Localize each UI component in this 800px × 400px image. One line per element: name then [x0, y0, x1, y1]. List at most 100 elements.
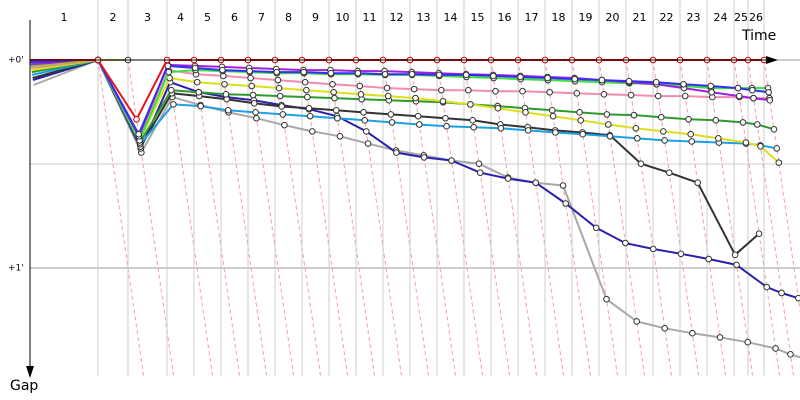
lap-point [504, 175, 512, 182]
lap-label: 7 [258, 11, 265, 24]
lap-point [603, 111, 611, 118]
lap-label: 6 [231, 11, 238, 24]
lap-point [381, 70, 389, 78]
lap-point [275, 84, 283, 92]
lap-point [775, 159, 783, 166]
lap-point [552, 129, 559, 136]
lap-label: 20 [606, 11, 620, 24]
lap-gap-line [706, 59, 753, 376]
lap-point [681, 92, 689, 100]
lap-point [733, 261, 740, 269]
lap-point [357, 91, 365, 98]
lap-point [661, 137, 668, 144]
lap-point [334, 114, 341, 122]
lap-point [494, 104, 502, 112]
lap-lines [97, 0, 800, 376]
lap-point [579, 130, 587, 138]
lap-point [465, 86, 472, 94]
lap-gap-line [733, 59, 780, 376]
lap-label: 11 [363, 11, 377, 24]
lap-point [249, 91, 257, 99]
lap-point [573, 89, 581, 97]
lap-point [408, 70, 416, 78]
lap-point [694, 179, 702, 187]
lap-point [634, 135, 641, 142]
lap-point [763, 283, 771, 291]
lap-point [384, 92, 392, 100]
lap-point [772, 345, 779, 352]
lap-point [652, 78, 660, 86]
lap-point [420, 154, 428, 161]
lap-point [250, 100, 258, 107]
lap-point [354, 69, 362, 77]
lap-point [219, 66, 226, 74]
lap-point [303, 86, 310, 94]
lap-point [191, 64, 199, 72]
lap-point [734, 84, 742, 92]
x-axis-label: Time [741, 28, 776, 44]
lap-point [548, 106, 556, 114]
lap-point [497, 125, 505, 132]
lap-point [795, 294, 800, 302]
lap-point [549, 112, 557, 120]
lap-point [632, 125, 640, 132]
lap-point [331, 94, 338, 102]
lap-point [360, 109, 367, 116]
lap-point [707, 82, 715, 90]
lap-point [603, 295, 610, 303]
lap-point [625, 77, 633, 85]
lap-point [276, 92, 284, 100]
lap-point [305, 104, 313, 112]
lap-point [680, 80, 687, 88]
lap-point [416, 121, 423, 128]
lap-point [279, 111, 287, 118]
lap-point [517, 73, 524, 81]
lap-point [273, 68, 281, 76]
lap-label: 22 [660, 11, 674, 24]
lap-gap-line [747, 59, 794, 376]
lap-point [770, 126, 778, 133]
lap-point [735, 92, 743, 100]
lap-point [749, 86, 756, 94]
lap-point [274, 76, 282, 84]
lap-point [467, 101, 474, 108]
lap-label: 1 [61, 11, 68, 24]
lap-label: 17 [525, 11, 539, 24]
lap-label: 14 [444, 11, 458, 24]
lap-point [253, 114, 260, 122]
lap-point [633, 318, 641, 325]
lap-point [715, 135, 722, 142]
lap-point [388, 119, 396, 126]
lap-point [412, 94, 419, 102]
lap-point [364, 140, 372, 147]
lap-point [492, 87, 499, 95]
lap-point [246, 67, 253, 75]
lap-point [522, 109, 529, 116]
lap-label: 23 [687, 11, 701, 24]
lap-point [224, 106, 232, 114]
lap-point [716, 334, 724, 341]
lap-point [476, 169, 484, 176]
lap-point [739, 119, 747, 126]
lap-point [301, 78, 309, 86]
lap-point [439, 97, 447, 105]
lap-point [576, 109, 583, 116]
lap-point [712, 117, 720, 124]
plot-area [30, 56, 800, 359]
lap-point [248, 82, 256, 90]
lap-point [193, 78, 201, 86]
lap-gap-line [382, 59, 429, 376]
lap-label: 26 [749, 11, 763, 24]
lap-point [778, 289, 785, 297]
lap-point [773, 145, 781, 152]
lap-point [133, 115, 140, 123]
lap-point [470, 123, 478, 131]
lap-label: 18 [552, 11, 566, 24]
lap-point [689, 329, 696, 337]
lap-point [606, 132, 614, 140]
lap-point [787, 351, 794, 358]
lap-point [168, 86, 175, 94]
lap-point [757, 143, 764, 150]
lap-label: 16 [498, 11, 512, 24]
